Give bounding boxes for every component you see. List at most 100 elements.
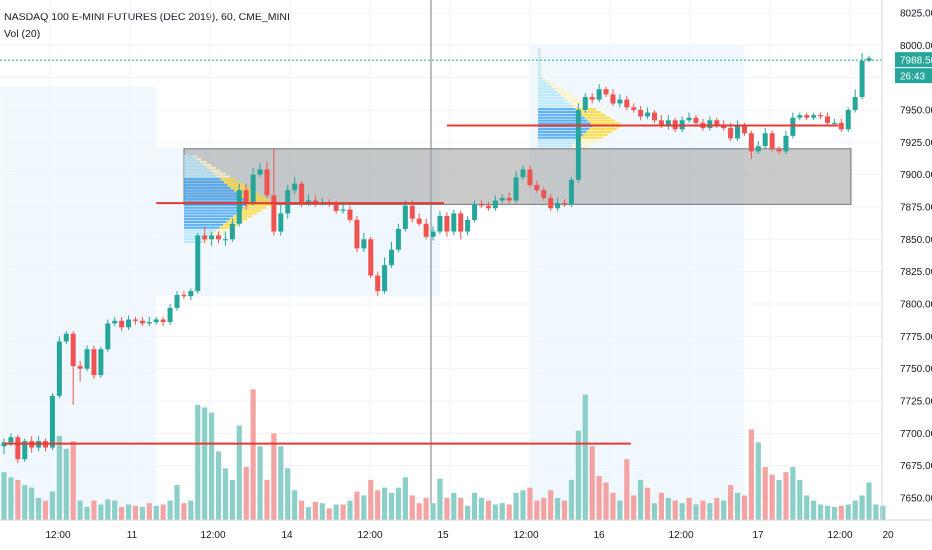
volume-bar <box>243 466 249 520</box>
volume-bar <box>98 504 104 520</box>
profile-bar <box>184 212 237 215</box>
candle <box>112 316 118 326</box>
profile-bar <box>540 65 543 68</box>
volume-bar <box>506 504 512 520</box>
time-tick-label: 17 <box>752 530 764 541</box>
candle <box>513 170 519 204</box>
profile-bar <box>580 136 604 139</box>
profile-bar <box>206 166 216 169</box>
candle <box>132 316 138 325</box>
profile-bar <box>538 142 575 145</box>
candle <box>797 112 803 121</box>
candle-body <box>520 169 526 178</box>
volume-bar <box>15 479 21 520</box>
candle <box>416 213 422 227</box>
candle-body <box>271 195 277 232</box>
profile-bar <box>538 122 591 125</box>
candle-body <box>555 203 561 209</box>
profile-bar <box>184 163 204 167</box>
candle <box>845 107 851 132</box>
candle-body <box>423 223 429 237</box>
candle <box>126 315 132 330</box>
candle <box>139 316 145 326</box>
candle-body <box>527 169 533 185</box>
candle <box>423 218 429 240</box>
profile-bar <box>538 127 590 131</box>
profile-bar <box>540 62 543 65</box>
time-tick-label: 12:00 <box>357 530 382 541</box>
volume-bar <box>617 500 623 520</box>
candle <box>368 236 374 279</box>
candle-body <box>368 239 374 276</box>
candle-body <box>119 320 125 328</box>
profile-bar <box>589 127 618 131</box>
time-tick-label: 11 <box>127 530 138 541</box>
volume-bar <box>714 498 720 520</box>
time-tick-label: 12:00 <box>827 530 852 541</box>
volume-bar <box>852 500 858 520</box>
price-tick-label: 7675.00 <box>900 461 932 472</box>
candle <box>216 231 222 244</box>
volume-bar <box>693 504 699 520</box>
profile-bar <box>538 113 582 116</box>
countdown-badge <box>895 68 932 84</box>
last-price-badge <box>895 52 932 68</box>
profile-bar <box>538 133 584 136</box>
volume-bar <box>160 504 166 520</box>
candle-body <box>153 319 159 323</box>
volume-bar <box>1 472 7 520</box>
volume-bar <box>63 448 69 520</box>
candle-body <box>167 307 173 323</box>
volume-bar <box>534 500 540 520</box>
candle-body <box>859 60 865 98</box>
candle <box>665 115 671 130</box>
candle <box>603 86 609 98</box>
time-tick-label: 20 <box>882 530 894 541</box>
candle <box>638 106 644 121</box>
volume-bar <box>866 482 872 520</box>
candle-body <box>146 322 152 324</box>
profile-bar <box>538 96 564 99</box>
candle <box>195 232 201 294</box>
volume-bar <box>271 433 277 520</box>
volume-bar <box>236 425 242 520</box>
candle <box>264 161 270 198</box>
candle <box>15 434 21 464</box>
volume-bar <box>797 479 803 520</box>
volume-bar <box>755 442 761 520</box>
candle <box>167 303 173 325</box>
profile-bar <box>247 200 273 204</box>
symbol-label[interactable]: NASDAQ 100 E-MINI FUTURES (DEC 2019), 60… <box>4 11 290 23</box>
profile-bar <box>217 175 230 178</box>
volume-bar <box>451 492 457 520</box>
volume-bar <box>368 479 374 520</box>
candle-body <box>603 89 609 95</box>
candle-body <box>305 200 311 204</box>
volume-bar <box>555 498 561 520</box>
volume-bar <box>49 491 56 520</box>
price-tick-label: 7875.00 <box>900 202 932 213</box>
candle-body <box>285 190 291 214</box>
candle-body <box>478 204 484 206</box>
volume-bar <box>250 389 256 520</box>
candle-body <box>70 333 76 367</box>
candle <box>153 316 159 325</box>
profile-bar <box>243 206 267 209</box>
volume-bar <box>873 504 879 520</box>
candle-body <box>112 320 118 324</box>
candle-body <box>548 197 554 209</box>
time-tick-label: 16 <box>593 530 605 541</box>
volume-bar <box>437 478 443 520</box>
volume-bar <box>575 430 581 520</box>
grid <box>0 0 882 520</box>
profile-bar <box>545 79 550 82</box>
volume-indicator-label[interactable]: Vol (20) <box>4 28 41 40</box>
candle-body <box>472 204 478 220</box>
candle-body <box>202 235 208 240</box>
volume-bar <box>568 479 575 520</box>
volume-bar <box>589 446 595 520</box>
candle <box>236 183 242 227</box>
profile-bar <box>590 122 620 125</box>
